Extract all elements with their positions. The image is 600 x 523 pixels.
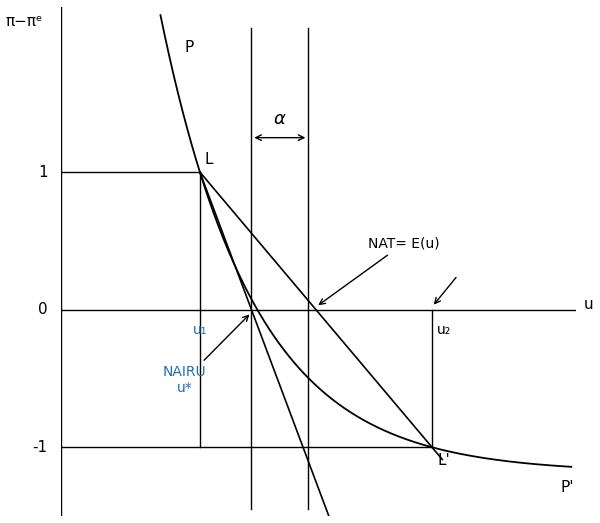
Text: L': L' xyxy=(437,453,450,468)
Text: 0: 0 xyxy=(38,302,47,317)
Text: u₁: u₁ xyxy=(193,323,207,337)
Text: P': P' xyxy=(561,481,574,495)
Text: NAT= E(u): NAT= E(u) xyxy=(319,237,439,304)
Text: α: α xyxy=(274,110,286,128)
Text: NAIRU
u*: NAIRU u* xyxy=(163,315,248,395)
Text: L: L xyxy=(204,152,212,166)
Text: π−πᵉ: π−πᵉ xyxy=(5,14,43,29)
Text: u: u xyxy=(584,297,594,312)
Text: P: P xyxy=(185,40,194,55)
Text: u₂: u₂ xyxy=(437,323,451,337)
Text: 1: 1 xyxy=(38,165,47,179)
Text: -1: -1 xyxy=(32,440,47,455)
